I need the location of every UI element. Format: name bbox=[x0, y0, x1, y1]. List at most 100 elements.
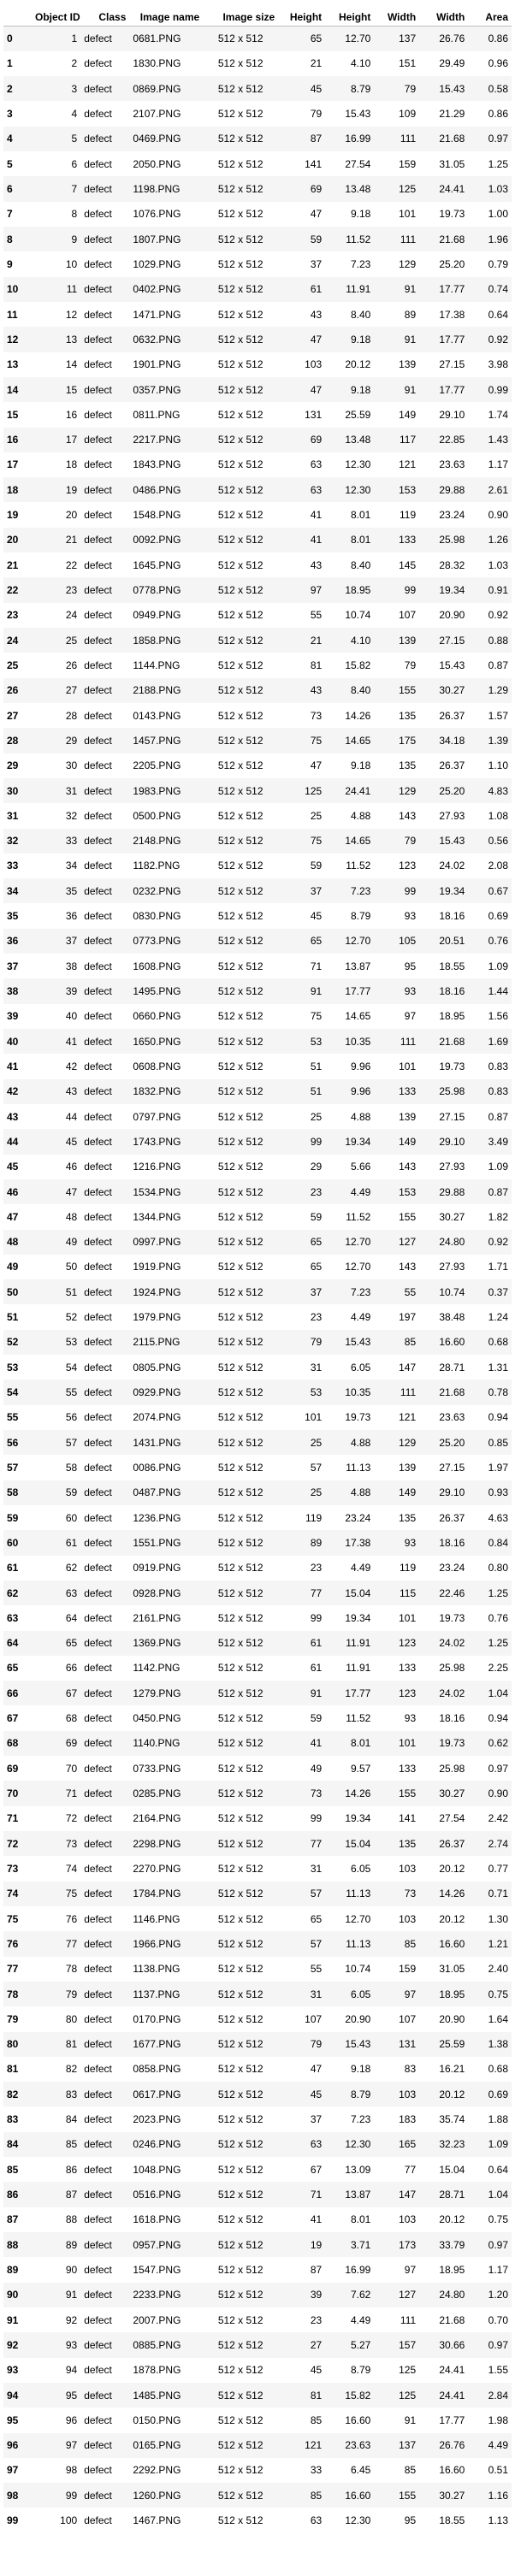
object-id-cell: 74 bbox=[65, 1862, 78, 1875]
image-name-cell: 1146.PNG bbox=[133, 1912, 181, 1925]
class-cell: defect bbox=[84, 1236, 112, 1249]
height-ratio-cell: 19.34 bbox=[345, 1611, 371, 1624]
height-px-cell: 43 bbox=[310, 684, 323, 697]
class-cell: defect bbox=[84, 133, 112, 145]
width-ratio-cell: 18.95 bbox=[439, 1988, 465, 2000]
area-cell: 0.97 bbox=[488, 2238, 508, 2251]
height-px-cell: 43 bbox=[310, 308, 323, 321]
image-size-cell: 512 x 512 bbox=[217, 108, 263, 121]
image-size-cell: 512 x 512 bbox=[217, 2289, 263, 2301]
row-index: 59 bbox=[7, 1511, 19, 1524]
area-cell: 1.25 bbox=[488, 157, 508, 170]
width-ratio-cell: 22.46 bbox=[439, 1586, 465, 1599]
width-ratio-cell: 18.16 bbox=[439, 1712, 465, 1725]
table-row: 65 66 defect 1142.PNG 512 x 512 61 11.91 133 25.… bbox=[3, 1655, 512, 1681]
area-cell: 1.04 bbox=[488, 2189, 508, 2201]
image-name-cell: 0450.PNG bbox=[133, 1712, 181, 1725]
table-row: 74 75 defect 1784.PNG 512 x 512 57 11.13 73 14.2… bbox=[3, 1881, 512, 1906]
area-cell: 0.87 bbox=[488, 1110, 508, 1123]
image-size-cell: 512 x 512 bbox=[217, 383, 263, 396]
area-cell: 1.17 bbox=[488, 458, 508, 471]
height-px-cell: 79 bbox=[310, 108, 323, 121]
width-ratio-cell: 20.51 bbox=[439, 935, 465, 948]
area-cell: 1.20 bbox=[488, 2289, 508, 2301]
height-ratio-cell: 15.04 bbox=[345, 1586, 371, 1599]
width-ratio-cell: 28.32 bbox=[439, 558, 465, 571]
height-px-cell: 85 bbox=[310, 2489, 323, 2502]
area-cell: 0.80 bbox=[488, 1562, 508, 1575]
width-ratio-cell: 27.15 bbox=[439, 1110, 465, 1123]
image-size-cell: 512 x 512 bbox=[217, 910, 263, 923]
area-cell: 0.62 bbox=[488, 1737, 508, 1750]
height-px-cell: 73 bbox=[310, 1787, 323, 1800]
object-id-cell: 44 bbox=[65, 1110, 78, 1123]
table-row: 42 43 defect 1832.PNG 512 x 512 51 9.96 133 25.9… bbox=[3, 1078, 512, 1104]
height-px-cell: 65 bbox=[310, 32, 323, 45]
height-px-cell: 77 bbox=[310, 1586, 323, 1599]
height-ratio-cell: 12.70 bbox=[345, 1912, 371, 1925]
row-index: 77 bbox=[7, 1963, 19, 1976]
area-cell: 0.75 bbox=[488, 1988, 508, 2000]
width-ratio-cell: 32.23 bbox=[439, 2138, 465, 2151]
width-ratio-cell: 27.54 bbox=[439, 1812, 465, 1825]
image-name-cell: 2205.PNG bbox=[133, 759, 181, 772]
width-px-cell: 139 bbox=[399, 358, 417, 371]
width-ratio-cell: 25.98 bbox=[439, 1762, 465, 1775]
area-cell: 0.86 bbox=[488, 108, 508, 121]
image-size-cell: 512 x 512 bbox=[217, 1436, 263, 1449]
width-ratio-cell: 19.34 bbox=[439, 584, 465, 597]
class-cell: defect bbox=[84, 2439, 112, 2452]
class-cell: defect bbox=[84, 32, 112, 45]
image-name-cell: 0402.PNG bbox=[133, 283, 181, 296]
image-size-cell: 512 x 512 bbox=[217, 1386, 263, 1399]
table-row: 57 58 defect 0086.PNG 512 x 512 57 11.13 139 27.… bbox=[3, 1455, 512, 1480]
width-ratio-cell: 22.85 bbox=[439, 434, 465, 446]
width-px-cell: 109 bbox=[399, 108, 417, 121]
height-px-cell: 47 bbox=[310, 333, 323, 346]
width-ratio-cell: 15.43 bbox=[439, 82, 465, 95]
width-ratio-cell: 26.76 bbox=[439, 2439, 465, 2452]
image-size-cell: 512 x 512 bbox=[217, 1361, 263, 1374]
row-index: 76 bbox=[7, 1937, 19, 1950]
width-px-cell: 101 bbox=[399, 1737, 417, 1750]
row-index: 57 bbox=[7, 1461, 19, 1474]
area-cell: 0.58 bbox=[488, 82, 508, 95]
object-id-cell: 57 bbox=[65, 1436, 78, 1449]
height-px-cell: 63 bbox=[310, 2138, 323, 2151]
width-px-cell: 97 bbox=[404, 1988, 417, 2000]
area-cell: 0.96 bbox=[488, 57, 508, 70]
row-index: 33 bbox=[7, 860, 19, 872]
image-name-cell: 2217.PNG bbox=[133, 434, 181, 446]
height-px-cell: 39 bbox=[310, 2289, 323, 2301]
image-name-cell: 1677.PNG bbox=[133, 2038, 181, 2051]
table-row: 22 23 defect 0778.PNG 512 x 512 97 18.95 99 19.3… bbox=[3, 577, 512, 603]
height-px-cell: 141 bbox=[305, 157, 323, 170]
width-px-cell: 131 bbox=[399, 2038, 417, 2051]
height-ratio-cell: 12.30 bbox=[345, 2514, 371, 2527]
width-px-cell: 119 bbox=[400, 1562, 417, 1575]
height-ratio-cell: 4.88 bbox=[351, 1436, 371, 1449]
class-cell: defect bbox=[84, 233, 112, 245]
width-ratio-cell: 27.93 bbox=[439, 809, 465, 822]
row-index: 11 bbox=[7, 308, 18, 321]
class-cell: defect bbox=[84, 183, 112, 196]
area-cell: 0.86 bbox=[488, 32, 508, 45]
table-row: 71 72 defect 2164.PNG 512 x 512 99 19.34 141 27.… bbox=[3, 1805, 512, 1831]
table-row: 53 54 defect 0805.PNG 512 x 512 31 6.05 147 28.7… bbox=[3, 1355, 512, 1380]
width-ratio-cell: 16.60 bbox=[439, 1937, 465, 1950]
class-cell: defect bbox=[84, 1085, 112, 1098]
object-id-cell: 54 bbox=[65, 1361, 78, 1374]
height-ratio-cell: 9.18 bbox=[351, 383, 371, 396]
table-row: 15 16 defect 0811.PNG 512 x 512 131 25.59 149 29… bbox=[3, 402, 512, 428]
object-id-cell: 61 bbox=[65, 1536, 78, 1549]
height-ratio-cell: 4.49 bbox=[351, 1311, 371, 1324]
image-size-cell: 512 x 512 bbox=[217, 960, 263, 972]
height-ratio-cell: 13.48 bbox=[345, 183, 371, 196]
image-size-cell: 512 x 512 bbox=[217, 659, 263, 671]
height-px-cell: 33 bbox=[310, 2464, 323, 2477]
width-ratio-cell: 20.90 bbox=[439, 609, 465, 622]
area-cell: 0.68 bbox=[488, 1336, 508, 1349]
area-cell: 0.92 bbox=[488, 333, 508, 346]
height-px-cell: 49 bbox=[310, 1762, 323, 1775]
row-index: 17 bbox=[7, 458, 19, 471]
